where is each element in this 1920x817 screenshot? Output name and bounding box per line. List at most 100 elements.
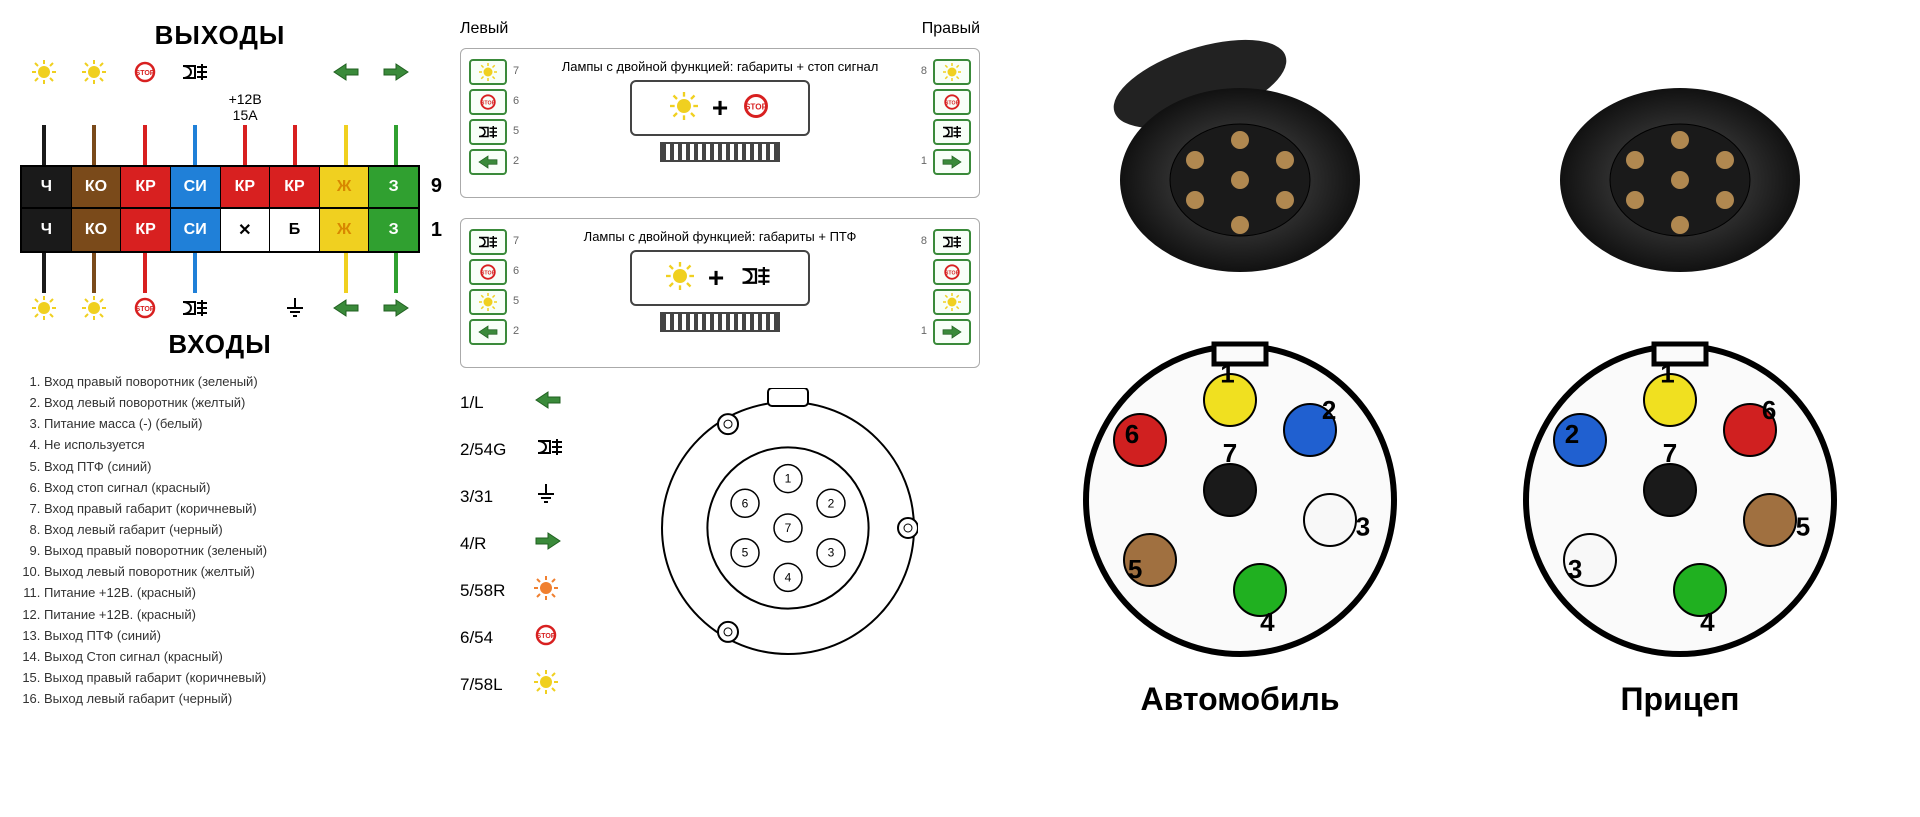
- wire: [293, 253, 297, 293]
- svg-text:STOP: STOP: [481, 270, 496, 276]
- wire-number: 1: [921, 155, 927, 167]
- legend-item: Питание масса (-) (белый): [44, 414, 420, 434]
- legend-item: Не используется: [44, 435, 420, 455]
- lamp-box-fog: STOP STOP Лампы с двойной функцией: габа…: [460, 218, 980, 368]
- svg-text:4: 4: [1260, 607, 1275, 637]
- bulb-yellow-icon: [534, 670, 558, 699]
- arrow-left-icon: [534, 388, 562, 417]
- pin-row: 4/R: [460, 529, 566, 558]
- legend-item: Выход правый габарит (коричневый): [44, 668, 420, 688]
- stop-icon: STOP: [469, 89, 507, 115]
- pin-label: 3/31: [460, 487, 520, 507]
- wire: [394, 253, 398, 293]
- terminal-cell: СИ: [171, 209, 221, 251]
- legend-item: Вход левый габарит (черный): [44, 520, 420, 540]
- stop-icon: STOP: [469, 259, 507, 285]
- pin-row: 1/L: [460, 388, 566, 417]
- wire: [394, 125, 398, 165]
- power-icon: [225, 57, 265, 87]
- svg-text:2: 2: [1565, 419, 1579, 449]
- stop-icon: STOP: [534, 623, 558, 652]
- svg-text:STOP: STOP: [745, 102, 768, 111]
- wire: [92, 125, 96, 165]
- wire-number: 7: [513, 65, 519, 77]
- svg-text:1: 1: [1660, 359, 1674, 389]
- pin-row: 2/54G: [460, 435, 566, 464]
- wire: [42, 253, 46, 293]
- svg-text:2: 2: [1322, 395, 1336, 425]
- bulb-yellow-icon: [24, 293, 64, 323]
- svg-text:7: 7: [785, 521, 792, 535]
- terminal-cell: З: [369, 209, 418, 251]
- svg-text:6: 6: [1762, 395, 1776, 425]
- wire: [92, 253, 96, 293]
- socket-diagram-car: 1234567: [1080, 340, 1400, 665]
- ground-icon: [275, 293, 315, 323]
- terminal-cell: КР: [221, 167, 271, 207]
- pin-row: 6/54STOP: [460, 623, 566, 652]
- legend-item: Выход правый поворотник (зеленый): [44, 541, 420, 561]
- terminal-cell: Ж: [320, 167, 370, 207]
- plus-sign: +: [712, 92, 728, 124]
- wire: [42, 125, 46, 165]
- legend-item: Выход Стоп сигнал (красный): [44, 647, 420, 667]
- legend-item: Питание +12В. (красный): [44, 605, 420, 625]
- wire: [193, 253, 197, 293]
- wire: [344, 125, 348, 165]
- arrow-right-icon: [534, 529, 562, 558]
- fog-icon: [469, 229, 507, 255]
- wire: [193, 125, 197, 165]
- svg-text:STOP: STOP: [945, 270, 960, 276]
- blank-icon: [225, 293, 265, 323]
- terminal-cell: Б: [270, 209, 320, 251]
- amp-label: 15А: [225, 107, 265, 123]
- legend-list: Вход правый поворотник (зеленый)Вход лев…: [20, 372, 420, 709]
- legend-item: Выход левый поворотник (желтый): [44, 562, 420, 582]
- terminal-cell: КО: [72, 209, 122, 251]
- legend-item: Вход левый поворотник (желтый): [44, 393, 420, 413]
- wire-number: 1: [921, 325, 927, 337]
- arrow-right-icon: [376, 293, 416, 323]
- legend-item: Питание +12В. (красный): [44, 583, 420, 603]
- stop-icon: STOP: [933, 259, 971, 285]
- svg-text:1: 1: [785, 472, 792, 486]
- svg-text:6: 6: [1125, 419, 1139, 449]
- pin-row: 5/58R: [460, 576, 566, 605]
- legend-item: Вход стоп сигнал (красный): [44, 478, 420, 498]
- pin-label: 5/58R: [460, 581, 520, 601]
- bulb-yellow-icon: [469, 289, 507, 315]
- stop-icon: STOP: [933, 89, 971, 115]
- panel-wiring-block: ВЫХОДЫ STOP +12В 15А ЧКОКРСИКРКРЖЗ ЧКОКР…: [0, 0, 440, 817]
- legend-item: Выход левый габарит (черный): [44, 689, 420, 709]
- bulb-orange-icon: [534, 576, 558, 605]
- connector-strip-2: [660, 312, 780, 332]
- arrow-right-icon: [933, 149, 971, 175]
- terminal-row-inputs: ЧКОКРСИ✕БЖЗ: [20, 209, 420, 253]
- svg-text:STOP: STOP: [481, 100, 496, 106]
- terminal-cell: КР: [270, 167, 320, 207]
- wire: [143, 253, 147, 293]
- wire-number: 7: [513, 235, 519, 247]
- wire-number: 8: [921, 235, 927, 247]
- stop-icon: STOP: [125, 57, 165, 87]
- svg-text:STOP: STOP: [537, 633, 556, 640]
- terminal-cell: З: [369, 167, 418, 207]
- label-car: Автомобиль: [1141, 681, 1340, 718]
- wire: [243, 253, 247, 293]
- lamp-box-stop: STOP STOP Лампы с двойной функцией: габа…: [460, 48, 980, 198]
- wire: [243, 125, 247, 165]
- svg-text:5: 5: [1128, 554, 1142, 584]
- top-wires: [20, 125, 420, 165]
- fog-icon: [175, 57, 215, 87]
- blank-icon: [275, 57, 315, 87]
- wire-number: 2: [513, 155, 519, 167]
- wire-number: 6: [513, 95, 519, 107]
- terminal-cell: Ч: [22, 167, 72, 207]
- svg-text:STOP: STOP: [945, 100, 960, 106]
- legend-item: Вход правый поворотник (зеленый): [44, 372, 420, 392]
- plug-photo-plug: [1490, 20, 1870, 300]
- stop-icon: STOP: [125, 293, 165, 323]
- lamp-box2-title: Лампы с двойной функцией: габариты + ПТФ: [471, 229, 969, 244]
- label-left: Левый: [460, 20, 508, 38]
- arrow-left-icon: [326, 293, 366, 323]
